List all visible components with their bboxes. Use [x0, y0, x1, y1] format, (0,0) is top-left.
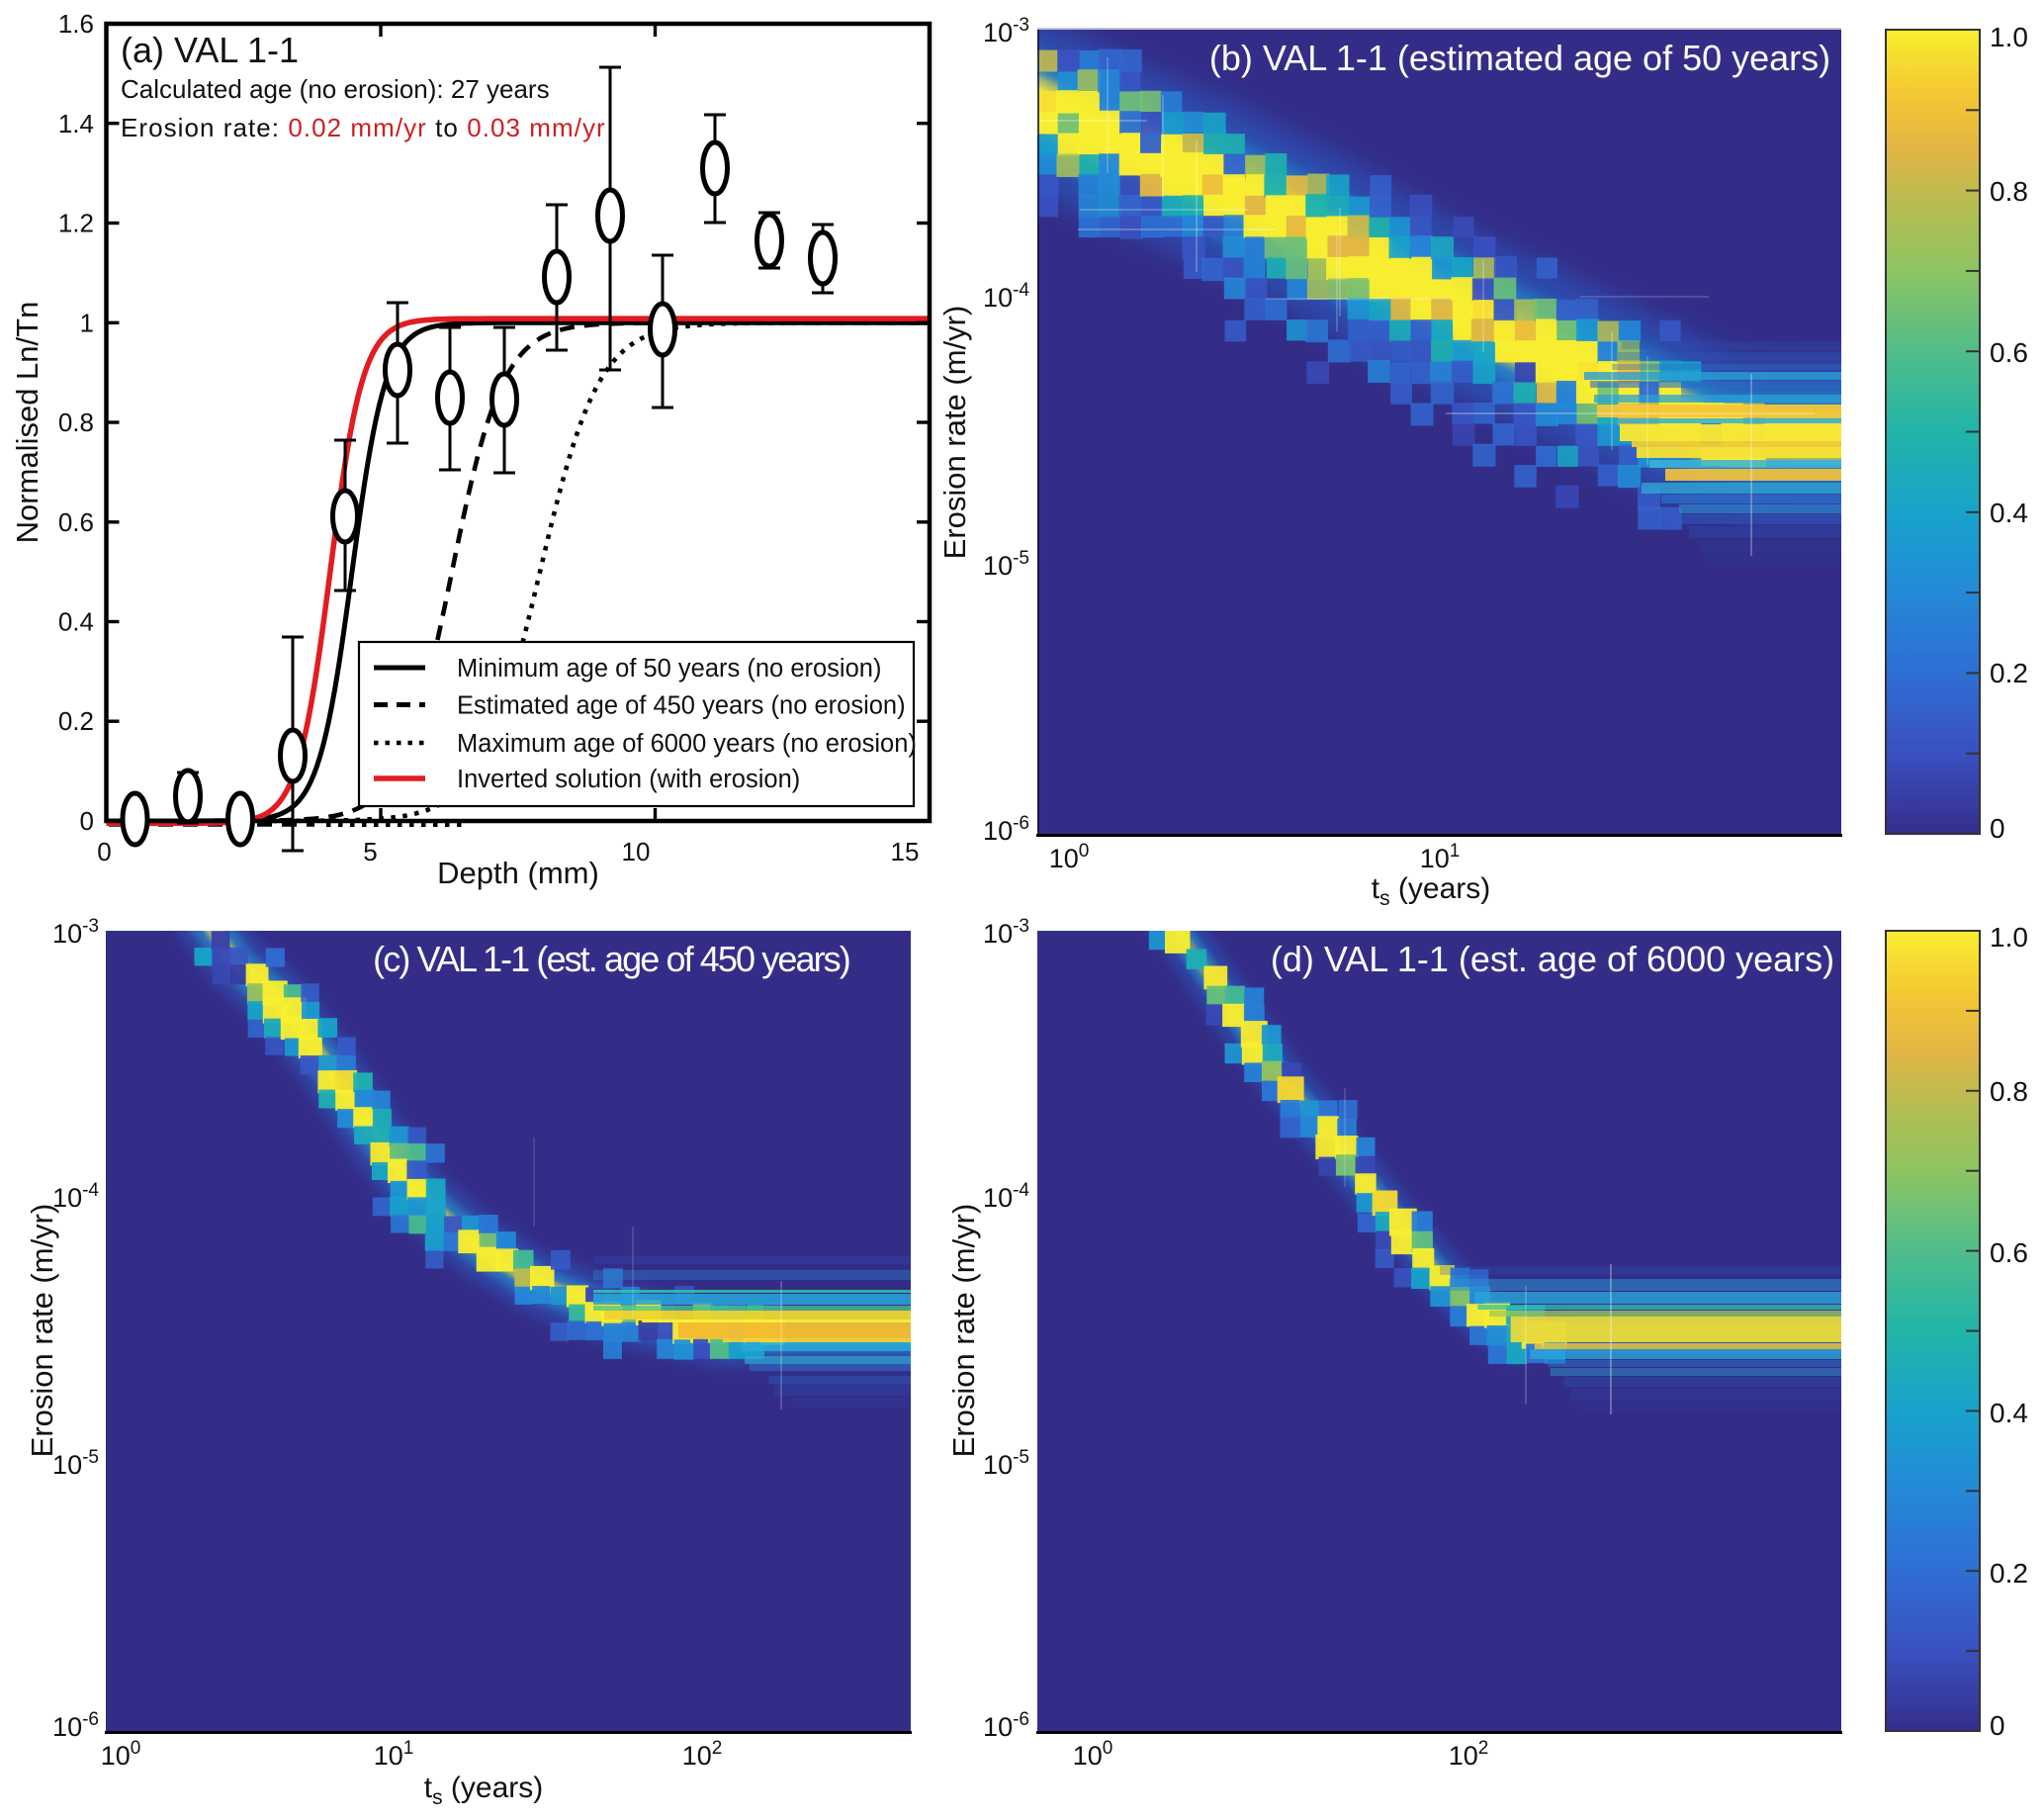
svg-text:5: 5: [363, 837, 377, 866]
svg-text:0.6: 0.6: [58, 507, 94, 537]
svg-text:(a) VAL 1-1: (a) VAL 1-1: [121, 30, 299, 70]
svg-text:10-3: 10-3: [983, 916, 1029, 949]
svg-text:101: 101: [1420, 841, 1461, 873]
svg-text:0.8: 0.8: [1990, 1076, 2028, 1107]
svg-text:0: 0: [80, 806, 94, 836]
svg-text:10-6: 10-6: [52, 1709, 99, 1742]
svg-text:10-5: 10-5: [52, 1447, 99, 1480]
svg-text:1.6: 1.6: [58, 9, 94, 39]
svg-text:Inverted solution (with erosio: Inverted solution (with erosion): [457, 766, 800, 793]
svg-text:Normalised Ln/Tn: Normalised Ln/Tn: [10, 302, 44, 544]
svg-text:0.4: 0.4: [1990, 1398, 2028, 1428]
svg-text:1.2: 1.2: [58, 209, 94, 238]
svg-text:1.0: 1.0: [1990, 22, 2028, 52]
svg-text:Erosion rate: 0.02 mm/yr to 0.: Erosion rate: 0.02 mm/yr to 0.03 mm/yr: [121, 113, 606, 142]
svg-text:0: 0: [1990, 1710, 2005, 1741]
svg-text:0.4: 0.4: [58, 607, 94, 637]
svg-text:0.6: 0.6: [1990, 337, 2028, 368]
svg-text:1: 1: [80, 308, 94, 337]
svg-text:102: 102: [1449, 1738, 1489, 1771]
svg-text:Calculated age (no erosion): 2: Calculated age (no erosion): 27 years: [121, 74, 550, 104]
svg-text:(c) VAL 1-1 (est. age of 450 y: (c) VAL 1-1 (est. age of 450 years): [373, 939, 849, 979]
svg-text:Erosion rate (m/yr): Erosion rate (m/yr): [937, 306, 972, 560]
svg-text:10-3: 10-3: [52, 916, 99, 949]
svg-text:Maximum age of 6000 years (no: Maximum age of 6000 years (no erosion): [457, 730, 917, 758]
svg-text:10-5: 10-5: [983, 1447, 1029, 1480]
svg-text:ts (years): ts (years): [424, 1772, 544, 1809]
svg-text:Erosion rate (m/yr): Erosion rate (m/yr): [25, 1204, 59, 1458]
svg-text:100: 100: [101, 1738, 141, 1771]
svg-text:15: 15: [891, 837, 920, 866]
svg-text:10: 10: [622, 837, 651, 866]
svg-text:1.4: 1.4: [58, 109, 94, 138]
svg-text:10-4: 10-4: [52, 1180, 99, 1213]
svg-text:10-6: 10-6: [983, 813, 1029, 846]
svg-text:0.4: 0.4: [1990, 498, 2028, 528]
svg-text:10-4: 10-4: [983, 1180, 1029, 1213]
svg-text:10-3: 10-3: [983, 15, 1029, 47]
svg-text:0.2: 0.2: [1990, 658, 2028, 688]
svg-text:0.6: 0.6: [1990, 1237, 2028, 1268]
svg-text:(b) VAL 1-1 (estimated age of: (b) VAL 1-1 (estimated age of 50 years): [1209, 38, 1830, 78]
svg-text:10-4: 10-4: [983, 280, 1029, 313]
svg-text:0: 0: [1990, 813, 2005, 844]
svg-text:10-5: 10-5: [983, 548, 1029, 581]
svg-text:0.2: 0.2: [1990, 1558, 2028, 1589]
svg-text:Erosion rate (m/yr): Erosion rate (m/yr): [946, 1204, 981, 1458]
svg-text:ts (years): ts (years): [1372, 872, 1491, 910]
svg-text:1.0: 1.0: [1990, 922, 2028, 953]
svg-text:(d) VAL 1-1 (est. age of 6000: (d) VAL 1-1 (est. age of 6000 years): [1271, 939, 1834, 979]
svg-text:102: 102: [682, 1738, 723, 1771]
svg-text:100: 100: [1073, 1738, 1113, 1771]
svg-text:0.2: 0.2: [58, 706, 94, 736]
svg-text:101: 101: [374, 1738, 414, 1771]
svg-text:0.8: 0.8: [58, 408, 94, 437]
svg-text:0.8: 0.8: [1990, 176, 2028, 207]
svg-text:0: 0: [97, 837, 111, 866]
svg-text:Estimated age of 450 years (no: Estimated age of 450 years (no erosion): [457, 692, 906, 720]
svg-text:10-6: 10-6: [983, 1709, 1029, 1742]
svg-text:100: 100: [1049, 841, 1090, 873]
svg-text:Depth (mm): Depth (mm): [437, 856, 599, 890]
svg-text:Minimum age of 50 years (no er: Minimum age of 50 years (no erosion): [457, 655, 881, 682]
